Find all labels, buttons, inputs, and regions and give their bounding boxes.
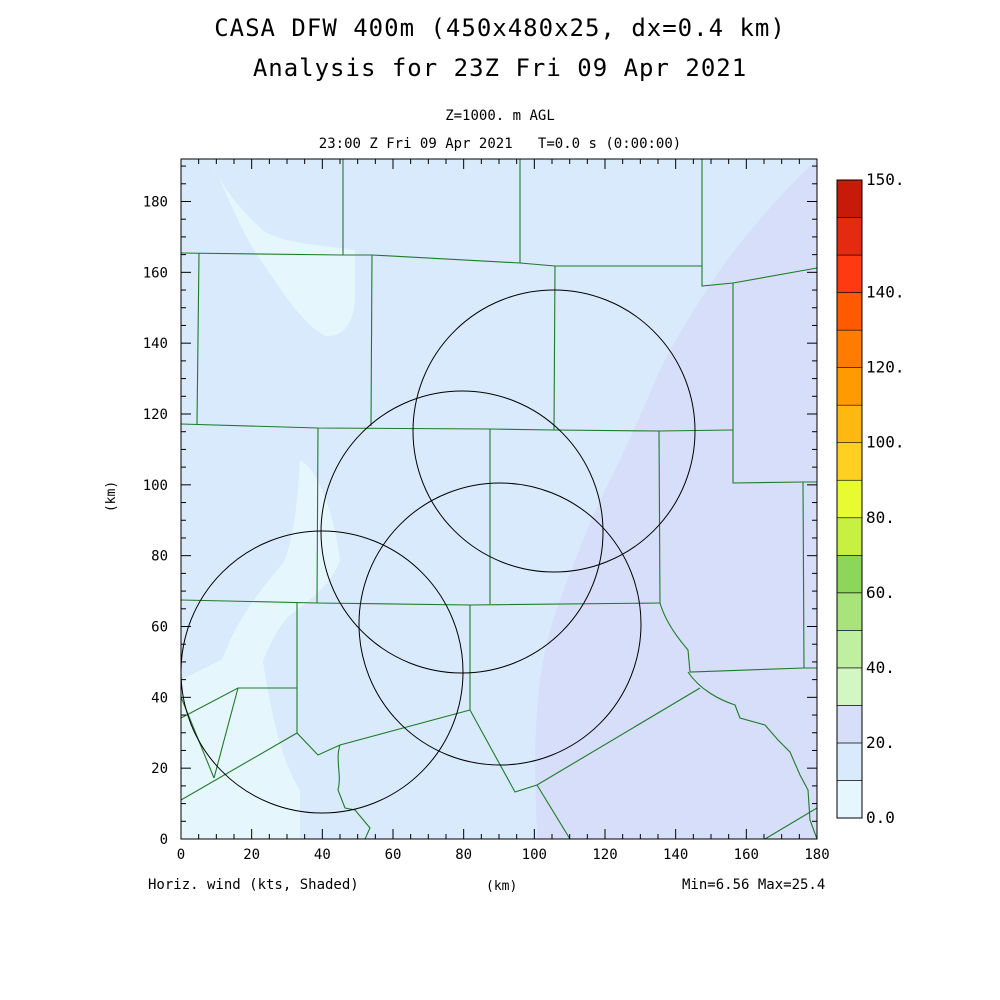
x-tick-label: 0 [177, 847, 185, 863]
colorbar-bin [836, 667, 863, 706]
colorbar-bin [836, 479, 863, 519]
colorbar-bin [836, 179, 863, 218]
colorbar [836, 179, 863, 819]
x-axis-unit-label: (km) [486, 879, 518, 894]
radar-ring-northeast [412, 289, 696, 573]
colorbar-label: 120. [866, 358, 905, 377]
x-tick-label: 180 [804, 847, 829, 863]
y-tick-label: 0 [160, 832, 168, 848]
y-axis-tick-labels: 0 20 40 60 80 100 120 140 160 180 [143, 195, 168, 849]
colorbar-bin [836, 329, 863, 368]
y-tick-label: 140 [143, 336, 168, 352]
level-label: Z=1000. m AGL [445, 108, 555, 124]
y-tick-label: 80 [151, 549, 168, 565]
minmax-label: Min=6.56 Max=25.4 [682, 877, 826, 893]
radar-ring-south [358, 482, 642, 766]
radar-ring-southwest [181, 530, 464, 814]
time-label: 23:00 Z Fri 09 Apr 2021 T=0.0 s (0:00:00… [318, 136, 682, 152]
colorbar-bin [836, 554, 863, 594]
wind-zone-low-northwest [181, 159, 355, 337]
colorbar-label: 60. [866, 583, 895, 602]
colorbar-label: 150. [866, 170, 905, 189]
colorbar-labels: 0.0 20. 40. 60. 80. 100. 120. 140. 150. [866, 170, 905, 827]
colorbar-label: 100. [866, 433, 905, 452]
colorbar-bin [836, 705, 863, 744]
colorbar-bin [836, 742, 863, 781]
wind-zone-high-east [535, 159, 817, 839]
colorbar-bin [836, 292, 863, 331]
colorbar-bin [836, 517, 863, 556]
colorbar-bin [836, 780, 863, 819]
field-label: Horiz. wind (kts, Shaded) [148, 877, 359, 893]
y-tick-label: 120 [143, 407, 168, 423]
y-tick-label: 100 [143, 478, 168, 494]
colorbar-bin [836, 630, 863, 669]
colorbar-bin [836, 404, 863, 444]
y-tick-label: 180 [143, 195, 168, 211]
y-tick-label: 20 [151, 761, 168, 777]
x-tick-label: 160 [734, 847, 759, 863]
x-tick-label: 120 [592, 847, 617, 863]
colorbar-label: 20. [866, 733, 895, 752]
colorbar-frame [836, 179, 863, 819]
radar-range-rings [181, 289, 696, 814]
y-axis-ticks [181, 165, 817, 840]
colorbar-bin [836, 442, 863, 481]
x-tick-label: 20 [243, 847, 260, 863]
x-tick-label: 140 [663, 847, 688, 863]
x-tick-label: 60 [385, 847, 402, 863]
wind-shading [181, 159, 817, 839]
wind-zone-low-west-lower [181, 640, 300, 839]
x-axis-tick-labels: 0 20 40 60 80 100 120 140 160 180 [177, 847, 830, 863]
colorbar-label: 0.0 [866, 808, 895, 827]
y-tick-label: 40 [151, 690, 168, 706]
county-boundaries [181, 159, 817, 839]
y-tick-label: 60 [151, 620, 168, 636]
colorbar-label: 140. [866, 283, 905, 302]
colorbar-bin [836, 254, 863, 293]
colorbar-bin [836, 367, 863, 406]
x-axis-ticks [180, 159, 818, 839]
x-tick-label: 100 [522, 847, 547, 863]
title-line-2: Analysis for 23Z Fri 09 Apr 2021 [252, 54, 748, 82]
colorbar-bin [836, 592, 863, 631]
title-line-1: CASA DFW 400m (450x480x25, dx=0.4 km) [214, 14, 786, 42]
x-tick-label: 80 [455, 847, 472, 863]
colorbar-label: 40. [866, 658, 895, 677]
y-axis-unit-label: (km) [104, 480, 120, 513]
radar-ring-center [320, 390, 604, 674]
colorbar-label: 80. [866, 508, 895, 527]
colorbar-bin [836, 217, 863, 256]
y-tick-label: 160 [143, 265, 168, 281]
x-tick-label: 40 [314, 847, 331, 863]
